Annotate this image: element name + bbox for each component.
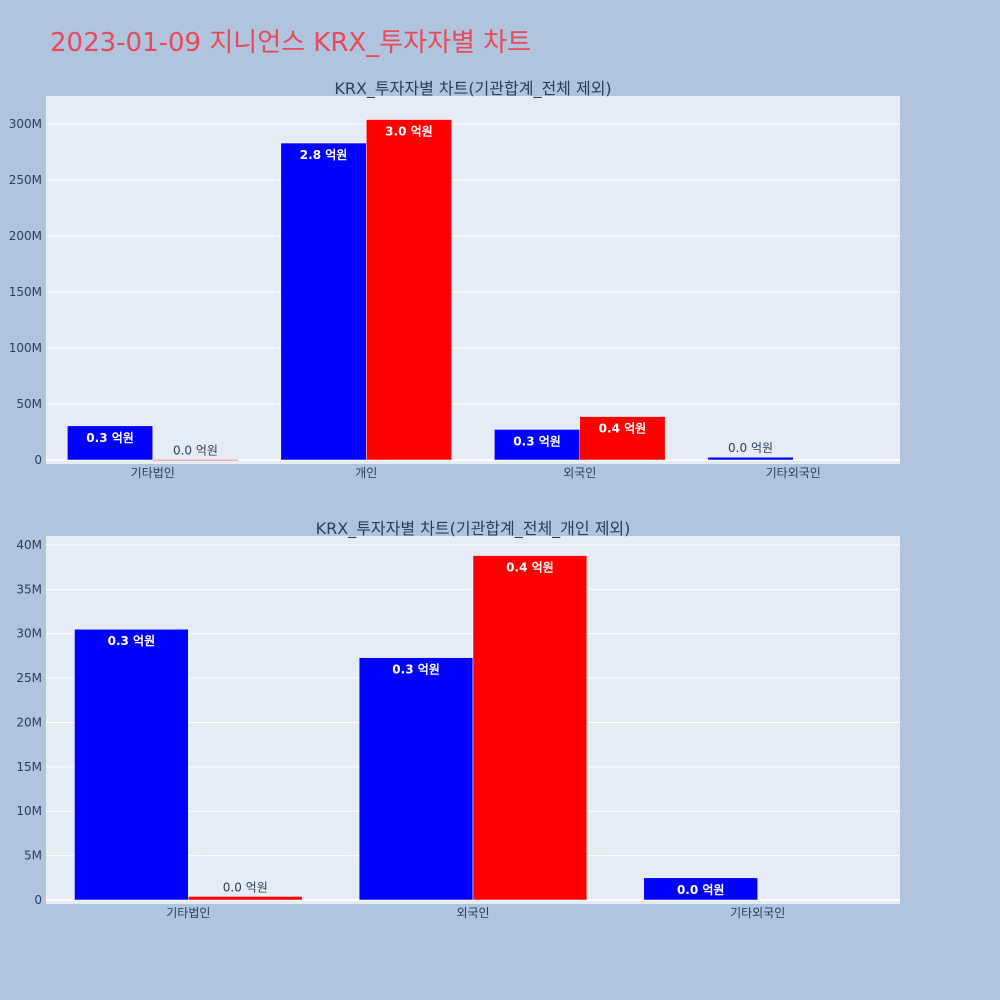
data-label: 0.3 억원 bbox=[513, 434, 561, 448]
y-tick-label: 5M bbox=[24, 849, 42, 863]
y-tick-label: 100M bbox=[9, 341, 42, 355]
x-tick-label: 기타법인 bbox=[166, 906, 210, 920]
bar bbox=[643, 877, 758, 901]
bar bbox=[188, 896, 303, 901]
y-tick-label: 25M bbox=[16, 671, 42, 685]
bar bbox=[494, 429, 581, 461]
x-tick-label: 외국인 bbox=[456, 906, 489, 920]
y-tick-label: 250M bbox=[9, 173, 42, 187]
chart-title: KRX_투자자별 차트(기관합계_전체 제외) bbox=[334, 79, 611, 99]
data-label: 0.3 억원 bbox=[86, 431, 134, 445]
bar bbox=[74, 628, 189, 901]
bar bbox=[472, 555, 588, 901]
data-label: 0.4 억원 bbox=[506, 561, 554, 575]
x-tick-label: 기타외국인 bbox=[730, 906, 785, 920]
data-label: 0.0 억원 bbox=[173, 444, 218, 458]
y-tick-label: 15M bbox=[16, 760, 42, 774]
bar bbox=[358, 657, 474, 901]
page-title: 2023-01-09 지니언스 KRX_투자자별 차트 bbox=[50, 28, 532, 58]
x-tick-label: 개인 bbox=[355, 466, 377, 480]
plot-area bbox=[46, 96, 900, 464]
y-tick-label: 35M bbox=[16, 582, 42, 596]
y-tick-label: 30M bbox=[16, 627, 42, 641]
y-tick-label: 40M bbox=[16, 538, 42, 552]
bar bbox=[67, 425, 153, 461]
x-tick-label: 외국인 bbox=[563, 466, 596, 480]
chart-title: KRX_투자자별 차트(기관합계_전체_개인 제외) bbox=[316, 519, 631, 539]
data-label: 0.4 억원 bbox=[599, 422, 647, 436]
y-tick-label: 50M bbox=[16, 397, 42, 411]
y-tick-label: 0 bbox=[34, 453, 42, 467]
x-tick-label: 기타법인 bbox=[131, 466, 175, 480]
bar bbox=[707, 456, 794, 461]
y-tick-label: 300M bbox=[9, 117, 42, 131]
bar bbox=[579, 416, 666, 461]
y-tick-label: 200M bbox=[9, 229, 42, 243]
data-label: 3.0 억원 bbox=[385, 125, 433, 139]
bar bbox=[366, 119, 452, 461]
data-label: 0.0 억원 bbox=[728, 441, 773, 455]
chart-2: KRX_투자자별 차트(기관합계_전체_개인 제외) 0 5M 10M 15M 20M 25… bbox=[16, 519, 900, 920]
bar bbox=[280, 142, 367, 461]
data-label: 0.0 억원 bbox=[223, 880, 268, 894]
data-label: 0.3 억원 bbox=[108, 634, 156, 648]
y-tick-label: 0 bbox=[34, 893, 42, 907]
y-tick-label: 150M bbox=[9, 285, 42, 299]
data-label: 2.8 억원 bbox=[300, 148, 348, 162]
x-tick-label: 기타외국인 bbox=[766, 466, 821, 480]
chart-1: KRX_투자자별 차트(기관합계_전체 제외) 0 50M 100M 150M 200M 2… bbox=[9, 79, 900, 480]
data-label: 0.0 억원 bbox=[677, 883, 725, 897]
bar bbox=[152, 459, 239, 461]
y-tick-label: 20M bbox=[16, 715, 42, 729]
data-label: 0.3 억원 bbox=[392, 663, 440, 677]
y-tick-label: 10M bbox=[16, 804, 42, 818]
